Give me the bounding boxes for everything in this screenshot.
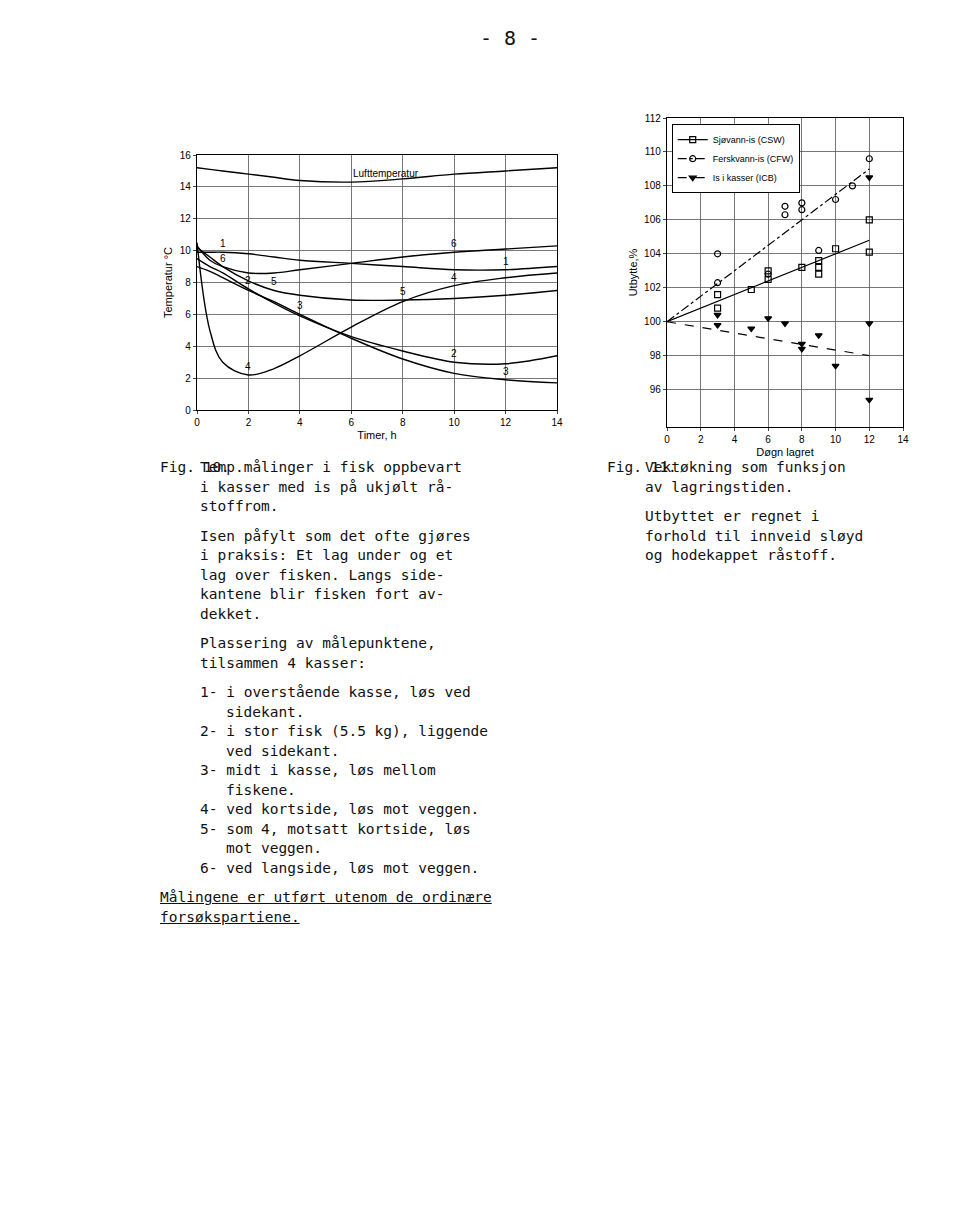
svg-text:2: 2 xyxy=(451,348,457,359)
html-text:5- som 4, motsatt kortside, lø: 5- som 4, motsatt kortside, løs xyxy=(200,820,471,837)
svg-text:10: 10 xyxy=(180,245,192,256)
svg-text:0: 0 xyxy=(185,405,191,416)
svg-text:12: 12 xyxy=(500,417,512,428)
svg-text:12: 12 xyxy=(180,213,192,224)
html-text:Målingene er utført utenom de: Målingene er utført utenom de ordinære xyxy=(160,889,492,905)
svg-text:4: 4 xyxy=(185,341,191,352)
svg-text:2: 2 xyxy=(698,434,704,445)
svg-text:Is i kasser (ICB): Is i kasser (ICB) xyxy=(713,173,777,183)
svg-text:Lufttemperatur: Lufttemperatur xyxy=(353,168,419,179)
svg-text:0: 0 xyxy=(664,434,670,445)
svg-text:Temperatur °C: Temperatur °C xyxy=(162,247,174,318)
svg-text:6: 6 xyxy=(349,417,355,428)
html-text:sidekant.: sidekant. xyxy=(226,703,305,720)
html-text:2- i stor fisk (5.5 kg), ligge: 2- i stor fisk (5.5 kg), liggende xyxy=(200,723,489,739)
svg-text:Timer, h: Timer, h xyxy=(357,429,396,441)
html-text:- 8 -: - 8 - xyxy=(479,26,541,50)
svg-text:5: 5 xyxy=(271,276,277,287)
svg-text:2: 2 xyxy=(185,373,191,384)
svg-text:6: 6 xyxy=(220,253,226,264)
svg-text:4: 4 xyxy=(297,417,303,428)
svg-text:Utbytte,%: Utbytte,% xyxy=(627,248,639,296)
svg-text:6: 6 xyxy=(451,238,457,249)
svg-text:112: 112 xyxy=(645,113,661,124)
svg-text:2: 2 xyxy=(246,417,252,428)
svg-text:14: 14 xyxy=(180,181,192,192)
svg-text:Sjøvann-is (CSW): Sjøvann-is (CSW) xyxy=(713,135,785,145)
html-text:Fig. 11.: Fig. 11. xyxy=(607,459,677,475)
html-text:4- ved kortside, løs mot vegge: 4- ved kortside, løs mot veggen. xyxy=(200,801,480,817)
svg-text:4: 4 xyxy=(732,434,738,445)
svg-text:8: 8 xyxy=(400,417,406,428)
svg-text:16: 16 xyxy=(180,150,192,161)
svg-text:6: 6 xyxy=(185,309,191,320)
svg-text:12: 12 xyxy=(864,434,876,445)
svg-text:100: 100 xyxy=(644,316,661,327)
svg-text:5: 5 xyxy=(400,286,406,297)
html-text:6- ved langside, løs mot vegge: 6- ved langside, løs mot veggen. xyxy=(200,859,480,876)
svg-text:14: 14 xyxy=(897,434,909,445)
html-text:ved sidekant.: ved sidekant. xyxy=(226,742,340,759)
svg-text:Ferskvann-is (CFW): Ferskvann-is (CFW) xyxy=(713,154,794,164)
svg-text:110: 110 xyxy=(645,146,661,157)
html-text:Isen påfylt som det ofte gjøre: Isen påfylt som det ofte gjøres i praksi… xyxy=(200,527,471,622)
html-text:mot veggen.: mot veggen. xyxy=(226,840,322,856)
svg-text:102: 102 xyxy=(644,282,661,293)
svg-text:4: 4 xyxy=(451,272,457,283)
html-text:1- i overstående kasse, løs ve: 1- i overstående kasse, løs ved xyxy=(200,684,471,700)
html-text:fiskene.: fiskene. xyxy=(226,781,296,798)
svg-text:1: 1 xyxy=(220,238,226,249)
html-text:Plassering av målepunktene, ti: Plassering av målepunktene, tilsammen 4 … xyxy=(200,635,436,671)
svg-text:Døgn lagret: Døgn lagret xyxy=(756,446,813,458)
svg-text:6: 6 xyxy=(765,434,771,445)
svg-text:3: 3 xyxy=(503,366,509,377)
svg-text:108: 108 xyxy=(644,180,661,191)
svg-text:0: 0 xyxy=(194,417,200,428)
svg-text:4: 4 xyxy=(245,361,251,372)
svg-text:104: 104 xyxy=(644,248,661,259)
svg-text:96: 96 xyxy=(650,384,662,395)
svg-text:106: 106 xyxy=(644,214,661,225)
html-text:Temp.målinger i fisk oppbevart: Temp.målinger i fisk oppbevart i kasser … xyxy=(200,459,462,514)
svg-text:8: 8 xyxy=(799,434,805,445)
svg-text:98: 98 xyxy=(650,350,662,361)
svg-text:14: 14 xyxy=(551,417,563,428)
svg-text:1: 1 xyxy=(503,256,509,267)
svg-text:10: 10 xyxy=(449,417,461,428)
svg-text:10: 10 xyxy=(830,434,842,445)
svg-text:2: 2 xyxy=(245,275,251,286)
html-text:Vektøkning som funksjon av lag: Vektøkning som funksjon av lagringstiden… xyxy=(645,459,846,495)
html-text:forsøkspartiene.: forsøkspartiene. xyxy=(160,908,300,925)
html-text:Utbyttet er regnet i forhold t: Utbyttet er regnet i forhold til innveid… xyxy=(645,508,864,563)
html-text:3- midt i kasse, løs mellom: 3- midt i kasse, løs mellom xyxy=(200,762,436,778)
svg-text:3: 3 xyxy=(297,300,303,311)
svg-text:8: 8 xyxy=(185,277,191,288)
html-text:Fig. 10.: Fig. 10. xyxy=(160,459,230,475)
